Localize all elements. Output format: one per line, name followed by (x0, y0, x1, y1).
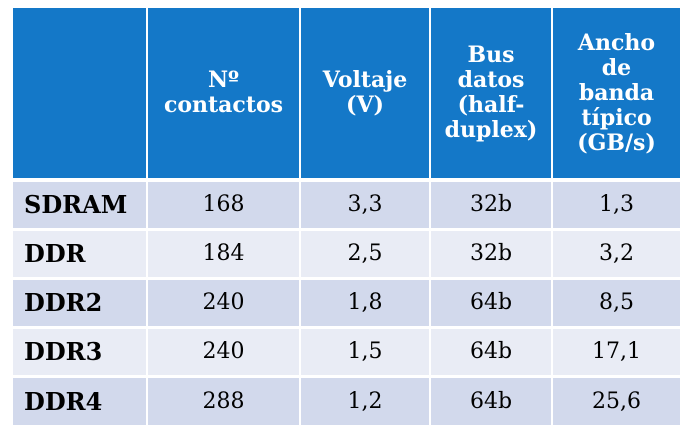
cell-bus: 64b (430, 376, 553, 425)
row-label: DDR4 (13, 376, 148, 425)
row-label: DDR (13, 229, 148, 280)
header-contactos: Nº contactos (147, 8, 301, 182)
row-label: DDR2 (13, 278, 148, 329)
row-label: DDR3 (13, 327, 148, 378)
cell-bus: 64b (430, 327, 553, 378)
cell-voltaje: 1,5 (300, 327, 431, 378)
ram-comparison-table: Nº contactos Voltaje (V) Bus datos (half… (13, 8, 680, 425)
cell-bus: 32b (430, 229, 553, 280)
cell-ancho: 25,6 (552, 376, 680, 425)
cell-contactos: 288 (147, 376, 301, 425)
header-ancho-de-banda: Ancho de banda típico (GB/s) (552, 8, 680, 182)
cell-ancho: 1,3 (552, 180, 680, 231)
table-row: DDR2 240 1,8 64b 8,5 (13, 278, 680, 329)
cell-contactos: 184 (147, 229, 301, 280)
cell-ancho: 17,1 (552, 327, 680, 378)
cell-voltaje: 1,8 (300, 278, 431, 329)
cell-contactos: 240 (147, 327, 301, 378)
header-corner-cell (13, 8, 148, 182)
cell-contactos: 168 (147, 180, 301, 231)
header-bus-datos: Bus datos (half- duplex) (430, 8, 553, 182)
cell-voltaje: 1,2 (300, 376, 431, 425)
cell-voltaje: 2,5 (300, 229, 431, 280)
cell-ancho: 3,2 (552, 229, 680, 280)
table-row: SDRAM 168 3,3 32b 1,3 (13, 180, 680, 231)
cell-bus: 64b (430, 278, 553, 329)
cell-ancho: 8,5 (552, 278, 680, 329)
table-row: DDR 184 2,5 32b 3,2 (13, 229, 680, 280)
header-voltaje: Voltaje (V) (300, 8, 431, 182)
table-row: DDR4 288 1,2 64b 25,6 (13, 376, 680, 425)
row-label: SDRAM (13, 180, 148, 231)
cell-bus: 32b (430, 180, 553, 231)
ram-comparison-table-container: Nº contactos Voltaje (V) Bus datos (half… (13, 8, 680, 425)
cell-voltaje: 3,3 (300, 180, 431, 231)
table-row: DDR3 240 1,5 64b 17,1 (13, 327, 680, 378)
header-row: Nº contactos Voltaje (V) Bus datos (half… (13, 8, 680, 182)
cell-contactos: 240 (147, 278, 301, 329)
